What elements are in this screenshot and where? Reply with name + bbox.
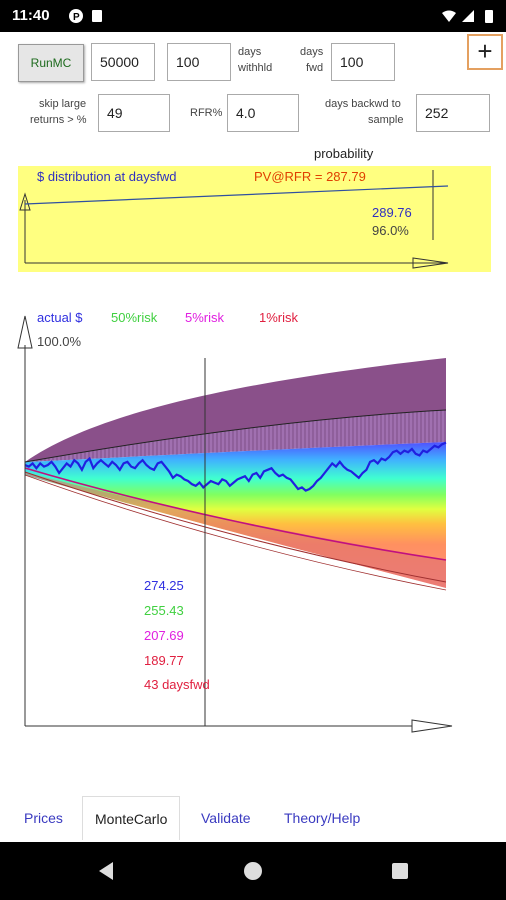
days-fwd-label-1: days xyxy=(300,46,324,58)
legend-50-risk: 50%risk xyxy=(111,310,158,325)
tab-prices[interactable]: Prices xyxy=(24,810,63,826)
rfr-input[interactable]: 4.0 xyxy=(227,94,299,132)
svg-text:P: P xyxy=(73,12,80,23)
skip-large-label-1: skip large xyxy=(39,98,87,110)
x-axis-arrow xyxy=(411,719,453,733)
y-axis-arrow xyxy=(17,315,33,349)
home-icon[interactable] xyxy=(242,860,264,882)
upper-hatch-overlay xyxy=(25,410,446,462)
distribution-curve xyxy=(24,185,449,205)
legend-5-risk: 5%risk xyxy=(185,310,225,325)
outer-upper-band xyxy=(25,358,446,462)
notification-icons: P xyxy=(69,9,102,23)
legend-1-risk: 1%risk xyxy=(259,310,299,325)
bottom-tabs: Prices MonteCarlo Validate Theory/Help xyxy=(0,796,506,840)
skip-large-label-2: returns > % xyxy=(30,114,87,126)
add-button[interactable]: + xyxy=(467,34,503,70)
distribution-background xyxy=(18,166,491,272)
lower-edge-line xyxy=(24,474,447,591)
top-percentage-label: 100.0% xyxy=(37,334,82,349)
status-bar: 11:40 P xyxy=(0,0,506,32)
system-status-icons xyxy=(442,10,493,23)
navigation-bar xyxy=(0,842,506,900)
lower-red-band xyxy=(25,472,446,588)
readout-actual: 274.25 xyxy=(144,578,184,593)
days-withheld-label-1: days xyxy=(238,46,262,58)
recents-icon[interactable] xyxy=(389,860,411,882)
distribution-probability: 96.0% xyxy=(372,223,409,238)
readout-50-risk: 255.43 xyxy=(144,603,184,618)
days-fwd-input[interactable]: 100 xyxy=(331,43,395,81)
days-backwd-label-1: days backwd to xyxy=(325,98,401,110)
probability-header: probability xyxy=(314,146,374,161)
readout-days-fwd: 43 daysfwd xyxy=(144,677,210,692)
days-backwd-label-2: sample xyxy=(368,114,404,126)
tab-theory-help[interactable]: Theory/Help xyxy=(284,810,361,826)
simulations-input[interactable]: 50000 xyxy=(91,43,155,81)
pv-at-rfr: PV@RFR = 287.79 xyxy=(254,169,366,184)
tab-validate[interactable]: Validate xyxy=(201,810,251,826)
risk5-line xyxy=(24,467,447,561)
skip-large-input[interactable]: 49 xyxy=(98,94,170,132)
run-mc-button[interactable]: RunMC xyxy=(18,44,84,82)
distribution-title: $ distribution at daysfwd xyxy=(37,169,176,184)
tab-montecarlo[interactable]: MonteCarlo xyxy=(82,796,181,840)
legend-actual: actual $ xyxy=(37,310,83,325)
readout-1-risk: 189.77 xyxy=(144,653,184,668)
upper-band-boundary xyxy=(24,409,447,463)
back-icon[interactable] xyxy=(95,860,117,882)
readout-5-risk: 207.69 xyxy=(144,628,184,643)
monte-carlo-chart[interactable]: actual $ 50%risk 5%risk 1%risk 100.0% 27… xyxy=(0,300,506,740)
rfr-label: RFR% xyxy=(190,107,223,119)
days-backwd-input[interactable]: 252 xyxy=(416,94,490,132)
distribution-panel: $ distribution at daysfwd PV@RFR = 287.7… xyxy=(18,166,491,272)
days-fwd-label-2: fwd xyxy=(306,62,324,74)
days-withheld-label-2: withhld xyxy=(238,62,273,74)
status-time: 11:40 xyxy=(12,7,50,24)
distribution-price: 289.76 xyxy=(372,205,412,220)
risk1-line xyxy=(24,471,447,583)
days-withheld-input[interactable]: 100 xyxy=(167,43,231,81)
actual-price-line xyxy=(24,441,447,492)
